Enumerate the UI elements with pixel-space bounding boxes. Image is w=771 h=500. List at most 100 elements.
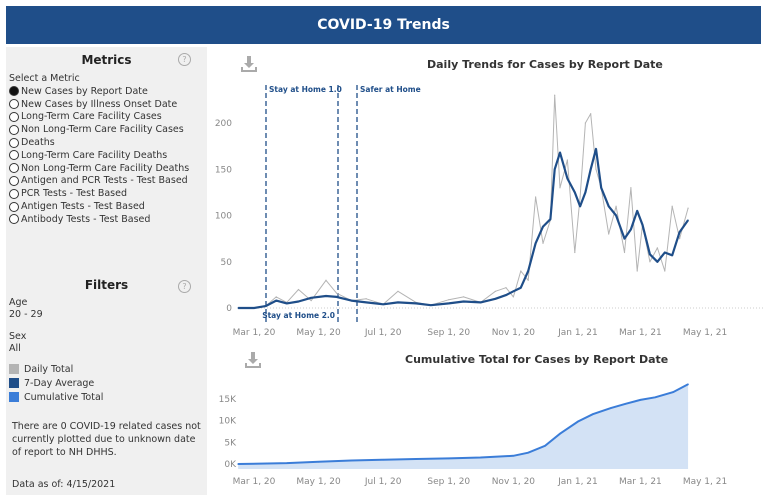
seven-day-average-point [297,300,300,303]
daily-total-point [671,205,673,207]
cumulative-point [415,458,417,460]
metric-option[interactable]: New Cases by Illness Onset Date [9,98,189,111]
metric-option[interactable]: Non Long-Term Care Facility Deaths [9,162,189,175]
metric-option-label: Deaths [21,137,55,149]
y-tick-label: 50 [221,258,233,268]
radio-button[interactable] [9,175,19,186]
seven-day-average-point [253,307,255,309]
daily-total-point [554,94,556,96]
download-icon[interactable] [240,55,258,73]
seven-day-average-point [554,168,556,170]
daily-chart-title: Daily Trends for Cases by Report Date [427,58,663,71]
seven-day-average-point [636,210,638,212]
age-filter-label: Age [9,297,28,308]
daily-total-point [574,251,576,254]
policy-annotation: Stay at Home 2.0 [262,311,335,320]
daily-total-point [297,288,300,291]
y-tick-label: 0K [224,460,237,470]
cumulative-point [559,432,561,435]
seven-day-average-point [559,152,561,154]
daily-total-point [535,196,537,198]
x-tick-label: Mar 1, 21 [619,477,662,487]
download-icon[interactable] [244,351,262,369]
metric-option[interactable]: Antibody Tests - Test Based [9,213,189,226]
radio-button[interactable] [9,188,19,199]
seven-day-average-point [595,148,597,150]
seven-day-average-point [579,205,581,207]
x-tick-label: Sep 1, 20 [427,477,470,487]
radio-button[interactable] [9,86,19,97]
daily-total-point [649,261,651,263]
seven-day-average-point [520,287,522,289]
x-tick-label: Jan 1, 21 [557,328,598,338]
seven-day-average-point [494,298,496,300]
metric-option-label: New Cases by Report Date [21,85,148,97]
metric-option[interactable]: New Cases by Report Date [9,85,189,98]
legend-label: Daily Total [24,363,74,375]
daily-total-point [590,113,592,115]
metric-option[interactable]: Antigen and PCR Tests - Test Based [9,175,189,188]
age-filter-value[interactable]: 20 - 29 [9,309,43,320]
seven-day-average-point [382,303,384,305]
x-tick-label: Sep 1, 20 [427,328,470,338]
metric-option[interactable]: PCR Tests - Test Based [9,187,189,200]
daily-total-point [630,187,632,189]
dashboard-title: COVID-19 Trends [317,17,450,33]
seven-day-average-point [641,224,644,226]
x-tick-label: Jul 1, 20 [364,328,402,338]
metrics-help-icon[interactable]: ? [178,53,191,66]
data-as-of: Data as of: 4/15/2021 [12,479,116,490]
seven-day-average-point [527,270,529,272]
metric-option-label: PCR Tests - Test Based [21,188,127,200]
policy-annotation: Safer at Home [360,85,421,94]
radio-button[interactable] [9,201,19,212]
seven-day-average-point [600,187,602,189]
metric-option[interactable]: Non Long-Term Care Facility Cases [9,123,189,136]
cumulative-area [238,384,689,469]
radio-button[interactable] [9,163,19,174]
daily-total-point [664,270,666,272]
daily-total-point [335,292,338,294]
cumulative-point [527,451,529,454]
radio-button[interactable] [9,150,19,161]
metric-option[interactable]: Antigen Tests - Test Based [9,200,189,213]
daily-total-point [608,233,610,235]
sex-filter-value[interactable]: All [9,343,21,354]
radio-button[interactable] [9,99,19,110]
seven-day-average-point [512,290,514,292]
seven-day-average-point [535,242,537,244]
radio-button[interactable] [9,124,19,135]
x-tick-label: Mar 1, 21 [619,328,662,338]
daily-total-point [512,296,514,298]
daily-total-point [584,122,586,124]
radio-button[interactable] [9,111,19,122]
cumulative-chart-title: Cumulative Total for Cases by Report Dat… [405,353,669,366]
y-tick-label: 150 [215,165,232,175]
daily-total-point [275,296,277,298]
seven-day-average-point [566,177,568,180]
y-tick-label: 0 [226,304,232,314]
daily-total-point [623,251,626,254]
metric-option-label: Antibody Tests - Test Based [21,213,151,225]
seven-day-average-point [608,205,610,207]
seven-day-average-point [325,295,327,297]
filters-help-icon[interactable]: ? [178,280,191,293]
metric-option[interactable]: Deaths [9,136,189,149]
legend: Daily Total 7-Day Average Cumulative Total [9,362,103,404]
radio-button[interactable] [9,214,19,225]
y-tick-label: 15K [219,395,237,405]
legend-item: 7-Day Average [9,376,103,390]
daily-total-point [615,205,617,207]
legend-swatch [9,378,19,388]
cumulative-point [544,445,546,447]
metric-radio-group: New Cases by Report Date New Cases by Ill… [9,85,189,226]
seven-day-average-point [542,226,544,228]
policy-annotation: Stay at Home 1.0 [269,85,342,94]
metric-option[interactable]: Long-Term Care Facility Deaths [9,149,189,162]
metric-option[interactable]: Long-Term Care Facility Cases [9,111,189,124]
daily-total-point [687,207,689,209]
seven-day-average-point [479,301,482,304]
seven-day-average-point [415,302,417,304]
seven-day-average-point [463,300,465,303]
radio-button[interactable] [9,137,19,148]
